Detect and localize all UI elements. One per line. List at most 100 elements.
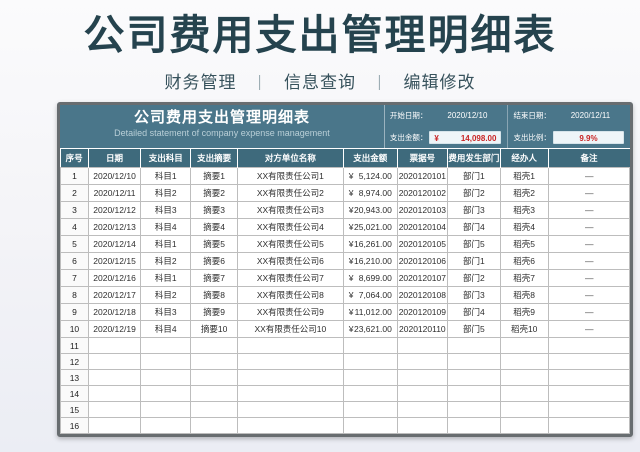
page-title: 公司费用支出管理明细表 <box>83 12 557 58</box>
empty-cell <box>342 417 398 434</box>
empty-cell <box>140 337 192 354</box>
empty-cell <box>446 353 501 370</box>
end-date-label: 结束日期： <box>513 111 551 121</box>
empty-row: 14 <box>60 385 631 402</box>
start-date-label: 开始日期： <box>389 111 428 121</box>
cell-summary: 摘要2 <box>190 184 238 202</box>
expense-sheet-panel: 公司费用支出管理明细表 Detailed statement of compan… <box>57 102 633 437</box>
amount-label: 支出金额： <box>389 132 428 142</box>
cell-date: 2020/12/15 <box>87 252 142 270</box>
start-date-value: 2020/12/10 <box>447 111 488 121</box>
currency-symbol: ¥ <box>348 239 354 249</box>
empty-cell <box>87 417 142 434</box>
cell-department: 部门5 <box>446 320 501 338</box>
cell-company: XX有限责任公司1 <box>236 167 344 185</box>
empty-cell <box>547 369 631 386</box>
empty-cell <box>396 369 448 386</box>
amount-value-box: ¥14,098.00 <box>429 130 502 144</box>
cell-summary: 摘要5 <box>190 235 238 253</box>
cell-no: 5 <box>60 235 89 253</box>
cell-no: 9 <box>60 303 89 321</box>
cell-summary: 摘要9 <box>190 303 238 321</box>
empty-cell <box>547 417 631 434</box>
cell-receipt: 2020120106 <box>396 252 448 270</box>
empty-cell <box>190 385 238 402</box>
col-header-amount: 支出金额 <box>342 148 398 168</box>
cell-amount: ¥16,261.00 <box>342 235 398 253</box>
cell-note: — <box>547 303 631 321</box>
col-header-summary: 支出摘要 <box>190 148 238 168</box>
empty-cell <box>446 401 501 418</box>
cell-company: XX有限责任公司9 <box>236 303 344 321</box>
cell-no: 15 <box>60 401 89 418</box>
cell-handler: 稻壳7 <box>499 269 549 287</box>
empty-cell <box>547 385 631 402</box>
empty-cell <box>342 337 398 354</box>
start-date-cell: 开始日期： 2020/12/10 <box>385 105 508 127</box>
cell-subject: 科目4 <box>140 320 192 338</box>
currency-symbol: ¥ <box>348 290 354 300</box>
currency-symbol: ¥ <box>434 133 439 143</box>
empty-cell <box>499 369 549 386</box>
col-header-department: 费用发生部门 <box>446 148 501 168</box>
empty-row: 13 <box>60 369 631 386</box>
empty-row: 16 <box>60 417 631 434</box>
empty-cell <box>499 353 549 370</box>
empty-cell <box>190 353 238 370</box>
cell-amount: ¥7,064.00 <box>342 286 398 304</box>
table-header-row: 序号 日期 支出科目 支出摘要 对方单位名称 支出金额 票据号 费用发生部门 经… <box>60 148 630 168</box>
empty-cell <box>87 353 142 370</box>
empty-cell <box>396 401 448 418</box>
cell-note: — <box>547 201 631 219</box>
cell-company: XX有限责任公司5 <box>236 235 344 253</box>
cell-note: — <box>547 235 631 253</box>
empty-cell <box>140 385 192 402</box>
nav-item-query[interactable]: 信息查询 <box>284 73 356 92</box>
cell-receipt: 2020120110 <box>396 320 448 338</box>
cell-no: 11 <box>60 337 89 354</box>
empty-cell <box>446 337 501 354</box>
amount-value: 14,098.00 <box>460 133 497 143</box>
empty-cell <box>190 401 238 418</box>
cell-handler: 稻壳8 <box>499 286 549 304</box>
empty-cell <box>547 401 631 418</box>
table-row: 5 2020/12/14 科目1 摘要5 XX有限责任公司5 ¥16,261.0… <box>60 235 631 253</box>
nav-item-edit[interactable]: 编辑修改 <box>403 73 476 92</box>
table-row: 8 2020/12/17 科目2 摘要8 XX有限责任公司8 ¥7,064.00… <box>60 286 631 304</box>
col-header-subject: 支出科目 <box>140 148 191 168</box>
currency-symbol: ¥ <box>348 307 354 317</box>
sheet-title: 公司费用支出管理明细表 <box>133 109 310 126</box>
cell-amount: ¥20,943.00 <box>342 201 398 219</box>
cell-summary: 摘要4 <box>190 218 238 236</box>
empty-cell <box>342 401 398 418</box>
currency-symbol: ¥ <box>348 205 354 215</box>
table-row: 4 2020/12/13 科目4 摘要4 XX有限责任公司4 ¥25,021.0… <box>60 218 631 236</box>
empty-cell <box>140 417 192 434</box>
nav-item-finance[interactable]: 财务管理 <box>164 73 237 92</box>
empty-cell <box>446 385 501 402</box>
empty-cell <box>396 417 448 434</box>
empty-cell <box>236 353 344 370</box>
empty-cell <box>396 337 448 354</box>
cell-no: 10 <box>60 320 89 338</box>
ratio-value-box: 9.9% <box>552 130 624 144</box>
empty-cell <box>396 385 448 402</box>
empty-cell <box>396 353 448 370</box>
cell-subject: 科目2 <box>140 252 192 270</box>
empty-cell <box>190 417 238 434</box>
empty-cell <box>190 369 238 386</box>
cell-company: XX有限责任公司7 <box>236 269 344 287</box>
cell-receipt: 2020120104 <box>396 218 448 236</box>
cell-note: — <box>547 320 631 338</box>
cell-company: XX有限责任公司4 <box>236 218 344 236</box>
empty-cell <box>342 353 398 370</box>
cell-date: 2020/12/13 <box>87 218 142 236</box>
empty-cell <box>499 417 549 434</box>
col-header-company: 对方单位名称 <box>236 148 344 168</box>
currency-symbol: ¥ <box>348 171 354 181</box>
cell-date: 2020/12/19 <box>87 320 142 338</box>
nav-menu: 财务管理 ｜ 信息查询 ｜ 编辑修改 <box>0 68 640 93</box>
empty-cell <box>499 385 549 402</box>
nav-separator: ｜ <box>371 75 388 92</box>
cell-no: 2 <box>60 184 89 202</box>
